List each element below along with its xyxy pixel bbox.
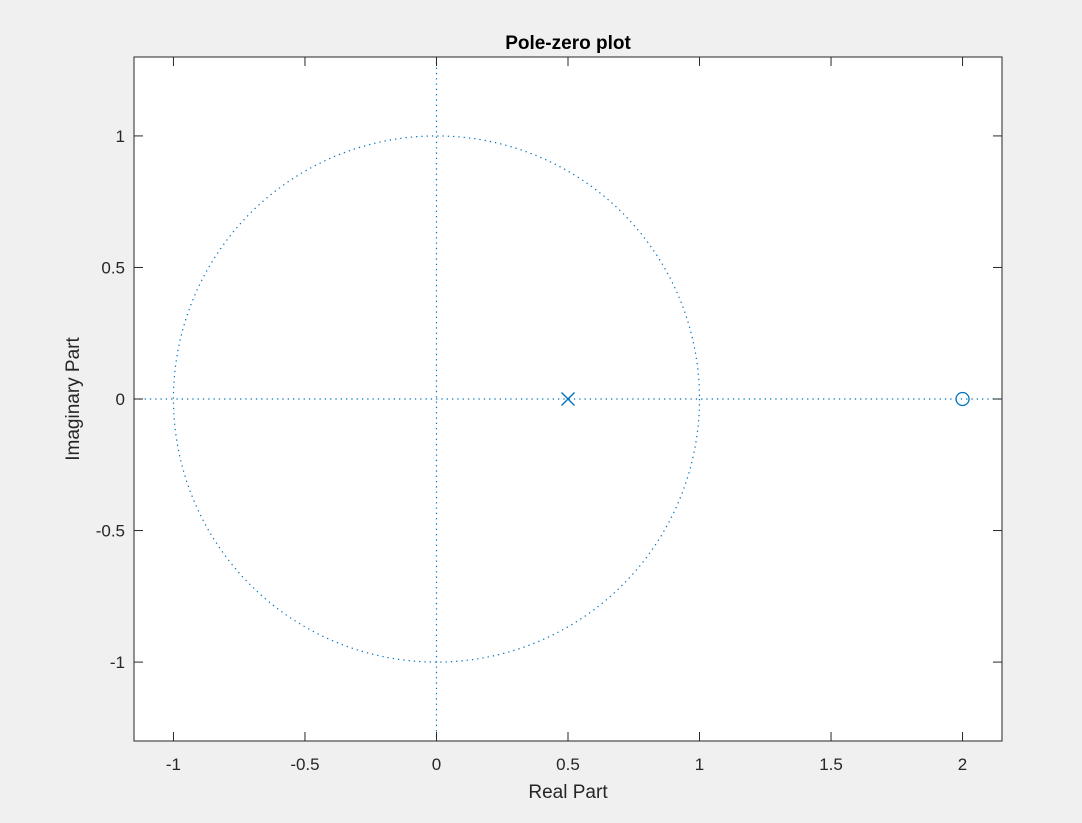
x-tick-label: 2 <box>958 755 967 774</box>
chart-title: Pole-zero plot <box>505 33 631 54</box>
x-tick-label: -1 <box>166 755 181 774</box>
data-markers <box>561 391 970 407</box>
y-tick-labels: -1 -0.5 0 0.5 1 <box>96 127 125 672</box>
unit-circle <box>172 135 701 663</box>
x-tick-label: 1 <box>695 755 704 774</box>
axis-ticks <box>134 57 1002 741</box>
zero-marker <box>955 391 970 407</box>
x-axis-label: Real Part <box>528 782 608 803</box>
x-tick-label: 0.5 <box>556 755 580 774</box>
pole-marker <box>561 392 575 406</box>
x-tick-label: 0 <box>432 755 441 774</box>
x-tick-label: -0.5 <box>290 755 319 774</box>
x-tick-label: 1.5 <box>819 755 843 774</box>
y-tick-label: -0.5 <box>96 522 125 541</box>
y-tick-label: -1 <box>110 653 125 672</box>
y-axis-label: Imaginary Part <box>63 337 84 461</box>
y-tick-label: 1 <box>116 127 125 146</box>
y-tick-label: 0.5 <box>101 258 125 277</box>
x-tick-labels: -1 -0.5 0 0.5 1 1.5 2 <box>166 755 967 774</box>
reference-lines <box>134 57 1002 741</box>
y-tick-label: 0 <box>116 390 125 409</box>
